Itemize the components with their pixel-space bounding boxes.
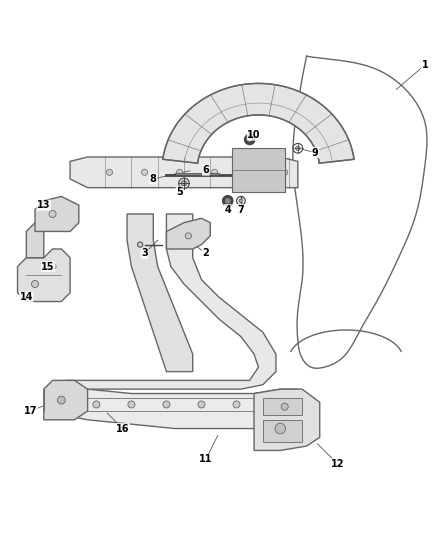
Polygon shape bbox=[66, 214, 276, 389]
Polygon shape bbox=[166, 219, 210, 249]
Circle shape bbox=[32, 280, 39, 287]
Text: 7: 7 bbox=[237, 205, 244, 215]
Text: 16: 16 bbox=[116, 424, 129, 433]
Polygon shape bbox=[18, 249, 70, 302]
Polygon shape bbox=[163, 84, 354, 163]
Circle shape bbox=[293, 143, 303, 153]
Circle shape bbox=[225, 198, 230, 204]
Circle shape bbox=[177, 169, 183, 175]
Circle shape bbox=[138, 242, 143, 247]
Circle shape bbox=[233, 401, 240, 408]
Text: 15: 15 bbox=[42, 262, 55, 271]
Circle shape bbox=[185, 233, 191, 239]
Text: 3: 3 bbox=[141, 248, 148, 259]
Circle shape bbox=[275, 423, 286, 434]
Circle shape bbox=[247, 169, 253, 175]
Circle shape bbox=[179, 178, 189, 189]
Circle shape bbox=[237, 197, 245, 205]
Circle shape bbox=[198, 401, 205, 408]
Circle shape bbox=[281, 403, 288, 410]
Text: 12: 12 bbox=[331, 458, 344, 469]
Bar bbox=[232, 148, 285, 192]
Text: 10: 10 bbox=[247, 130, 261, 140]
Bar bbox=[175, 173, 219, 175]
Polygon shape bbox=[254, 389, 320, 450]
Polygon shape bbox=[26, 223, 44, 258]
Circle shape bbox=[247, 138, 252, 142]
Circle shape bbox=[93, 401, 100, 408]
Circle shape bbox=[49, 263, 56, 270]
Circle shape bbox=[163, 401, 170, 408]
Circle shape bbox=[268, 401, 275, 408]
Bar bbox=[263, 398, 302, 415]
Polygon shape bbox=[70, 157, 298, 188]
Text: 11: 11 bbox=[199, 454, 212, 464]
Circle shape bbox=[141, 169, 148, 175]
Circle shape bbox=[212, 169, 218, 175]
Text: 8: 8 bbox=[150, 174, 157, 184]
Polygon shape bbox=[127, 214, 193, 372]
Text: 5: 5 bbox=[176, 187, 183, 197]
Circle shape bbox=[128, 401, 135, 408]
Text: 9: 9 bbox=[312, 148, 319, 158]
Text: 2: 2 bbox=[202, 248, 209, 259]
Text: 14: 14 bbox=[20, 292, 33, 302]
Text: 6: 6 bbox=[202, 165, 209, 175]
Polygon shape bbox=[66, 389, 298, 429]
Circle shape bbox=[106, 169, 113, 175]
Circle shape bbox=[181, 181, 187, 186]
Polygon shape bbox=[44, 381, 88, 420]
Circle shape bbox=[296, 146, 300, 150]
Circle shape bbox=[57, 396, 65, 404]
Circle shape bbox=[282, 169, 288, 175]
Circle shape bbox=[49, 211, 56, 217]
Circle shape bbox=[239, 199, 243, 203]
Text: 1: 1 bbox=[421, 60, 428, 70]
Text: 4: 4 bbox=[224, 205, 231, 215]
Bar bbox=[263, 420, 302, 442]
Text: 13: 13 bbox=[37, 200, 50, 210]
Circle shape bbox=[244, 134, 255, 145]
Circle shape bbox=[223, 196, 233, 206]
Text: 17: 17 bbox=[24, 406, 37, 416]
Polygon shape bbox=[35, 197, 79, 231]
